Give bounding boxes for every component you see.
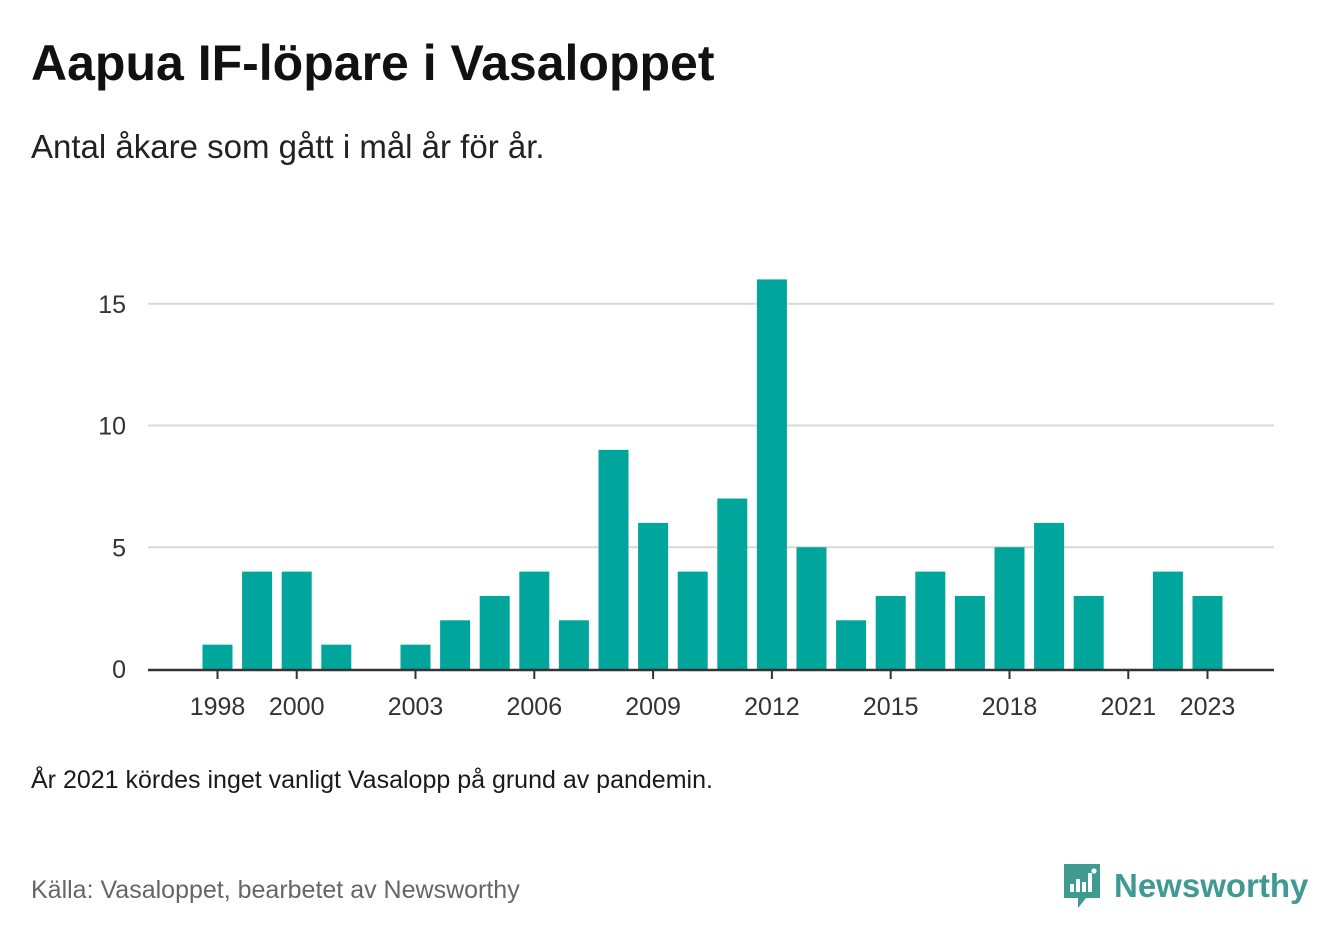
bar (836, 620, 867, 669)
y-tick-label: 5 (112, 534, 126, 562)
x-tick-label: 2009 (625, 693, 681, 721)
brand-name: Newsworthy (1114, 867, 1309, 904)
bar (994, 547, 1025, 669)
bar (756, 279, 787, 669)
bar (242, 571, 273, 669)
bar (717, 498, 748, 669)
bar (1034, 522, 1065, 669)
x-tick-label: 2012 (744, 693, 800, 721)
bar (915, 571, 946, 669)
chart-title: Aapua IF-löpare i Vasaloppet (31, 35, 715, 91)
bar (479, 595, 510, 669)
bar (558, 620, 589, 669)
brand: Newsworthy (1062, 862, 1308, 910)
bar (598, 449, 629, 669)
bar (281, 571, 312, 669)
x-tick-label: 2023 (1180, 693, 1236, 721)
source-text: Källa: Vasaloppet, bearbetet av Newswort… (31, 876, 520, 904)
x-tick-label: 1998 (190, 693, 246, 721)
bar (677, 571, 708, 669)
bar (440, 620, 471, 669)
bar-chart: 0 5 10 15 1998 2000 2003 2006 2009 2012 2015 2018 20… (98, 279, 1274, 721)
bar (1152, 571, 1183, 669)
chart-note: År 2021 kördes inget vanligt Vasalopp på… (31, 766, 713, 794)
x-tick-label: 2018 (982, 693, 1038, 721)
bar (875, 595, 906, 669)
x-tick-label: 2000 (269, 693, 325, 721)
bar (202, 644, 233, 669)
chart-subtitle: Antal åkare som gått i mål år för år. (31, 128, 545, 165)
y-tick-label: 15 (98, 291, 126, 319)
x-tick-label: 2003 (388, 693, 444, 721)
bar (519, 571, 550, 669)
newsworthy-logo-icon (1064, 864, 1100, 908)
y-tick-label: 0 (112, 656, 126, 684)
x-tick-label: 2021 (1100, 693, 1156, 721)
x-tick-label: 2015 (863, 693, 919, 721)
bar (1192, 595, 1223, 669)
bar (954, 595, 985, 669)
bar (1073, 595, 1104, 669)
x-tick-label: 2006 (506, 693, 562, 721)
bar (400, 644, 431, 669)
bar (638, 522, 669, 669)
bar (796, 547, 827, 669)
y-tick-label: 10 (98, 413, 126, 441)
bar (321, 644, 352, 669)
